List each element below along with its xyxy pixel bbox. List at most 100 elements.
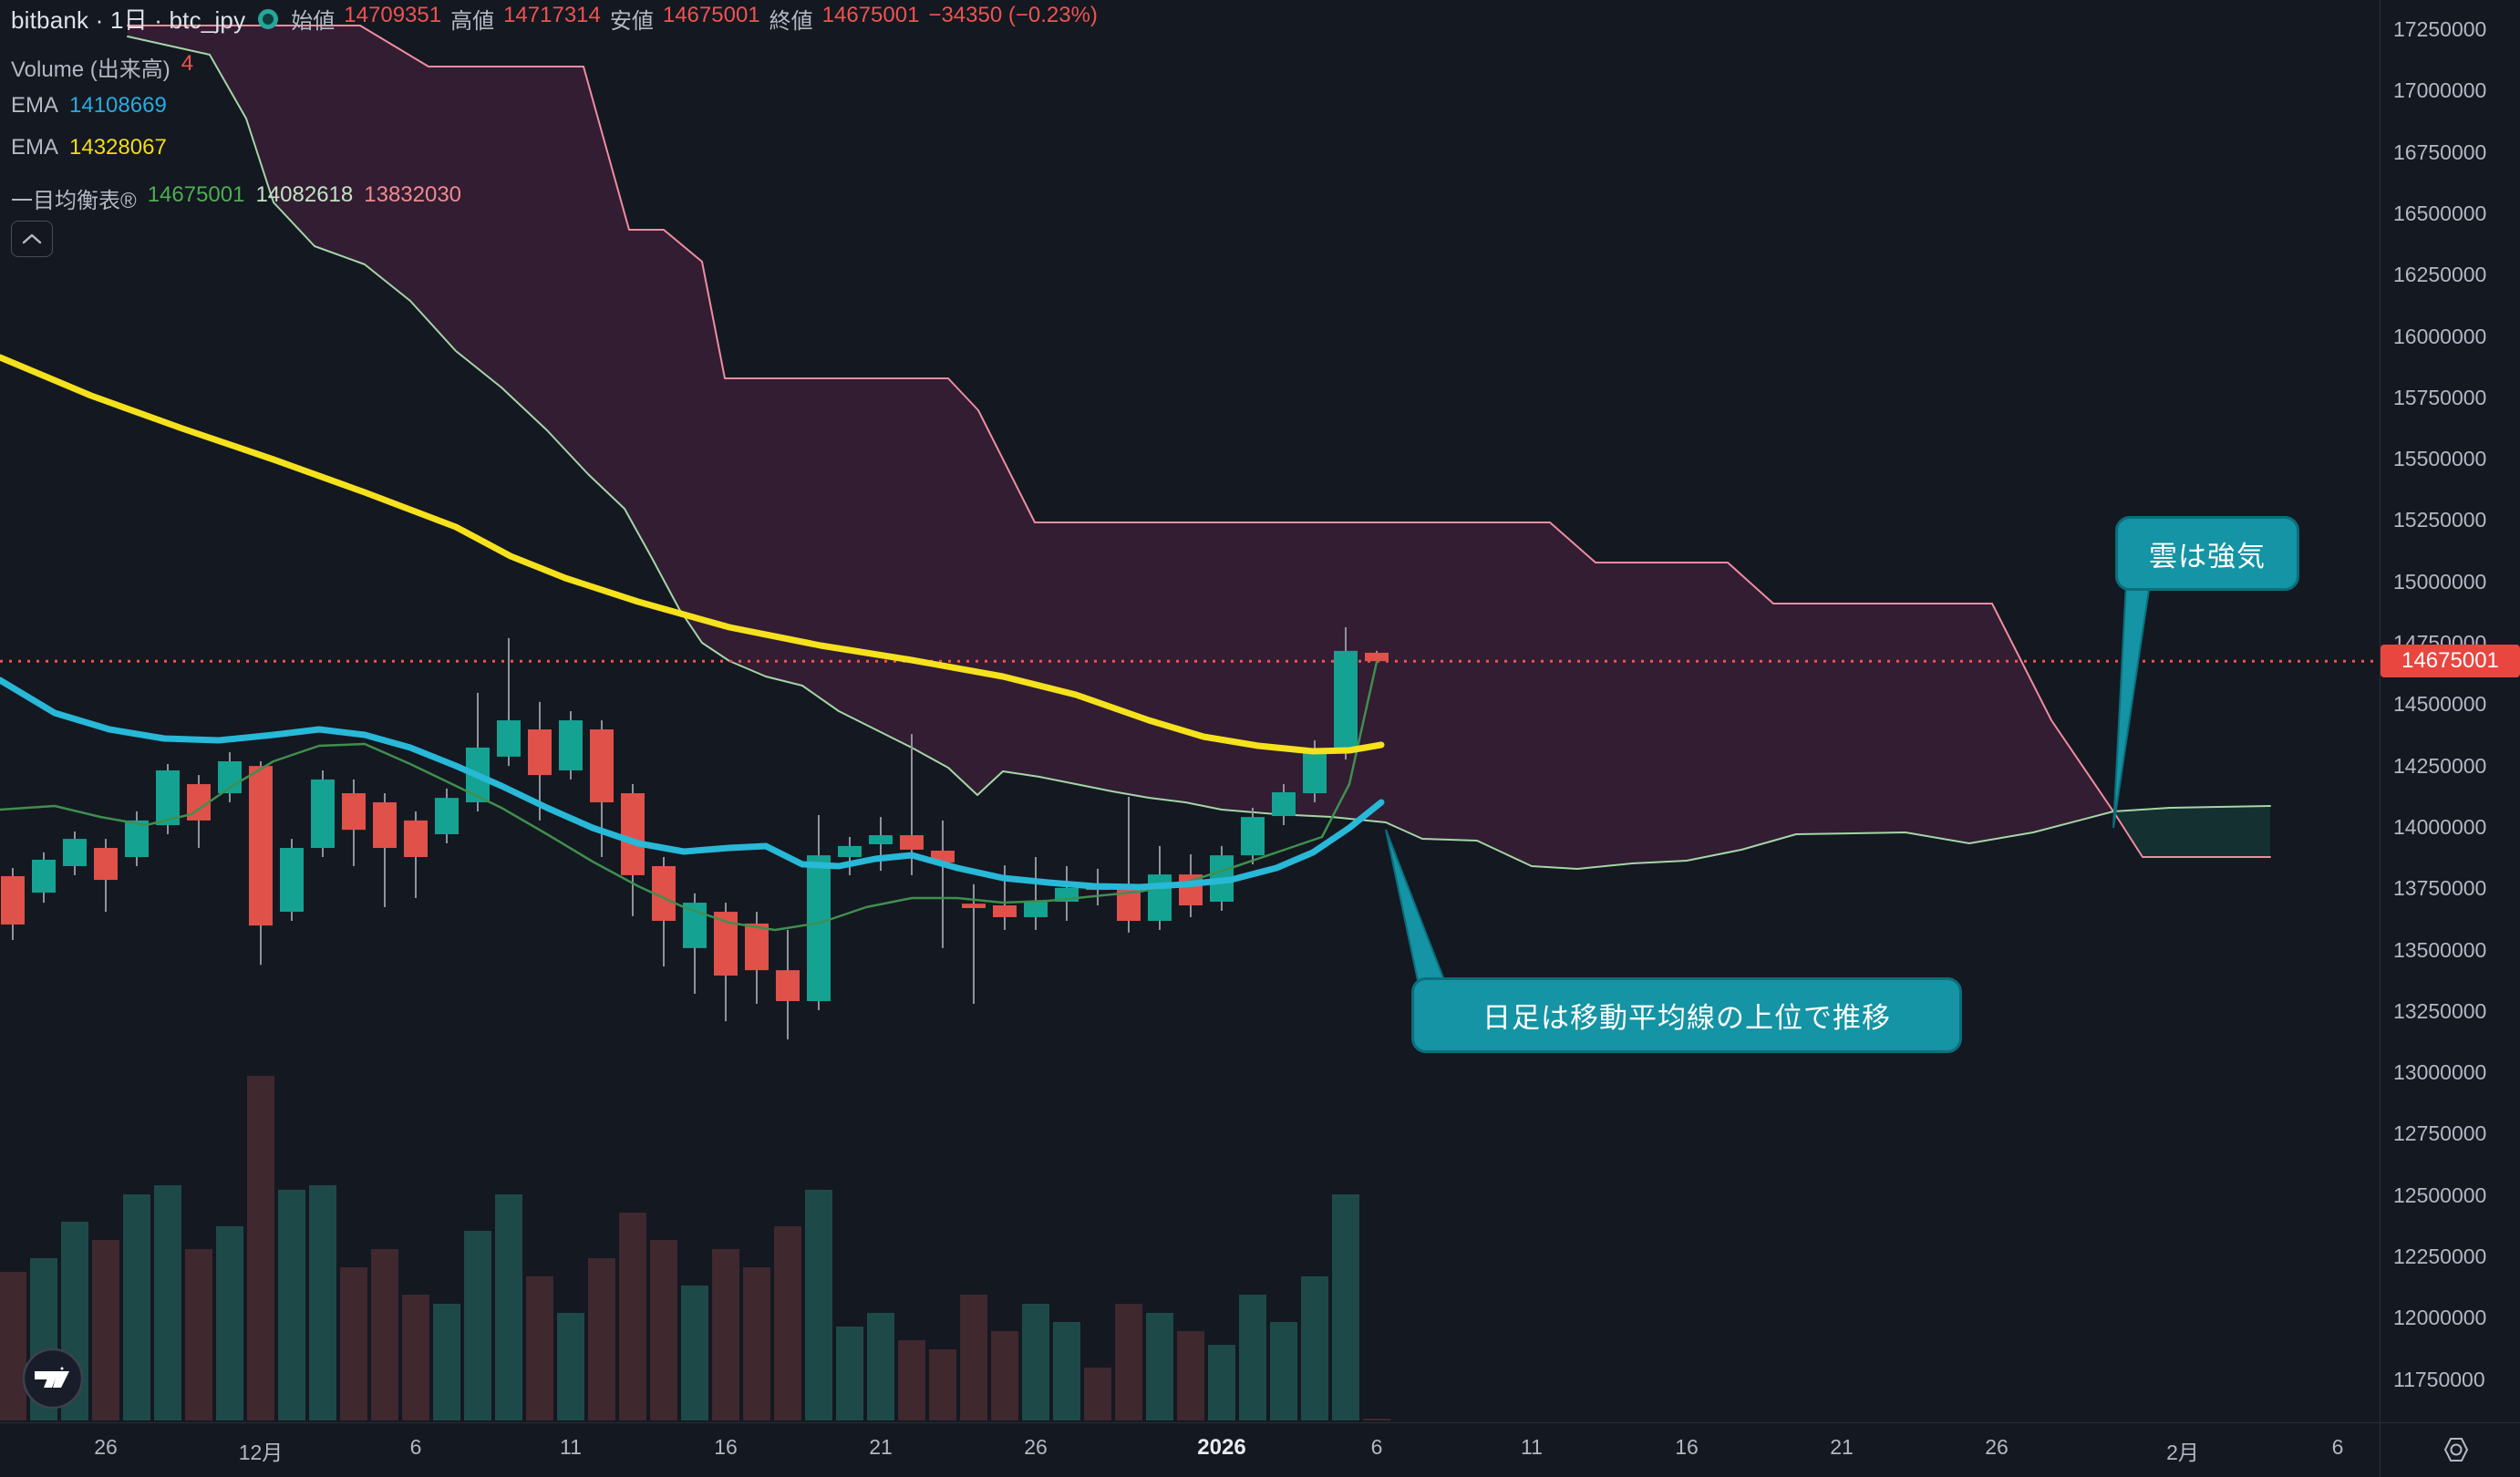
- axis-settings-icon[interactable]: [2436, 1431, 2476, 1468]
- volume-bar: [1270, 1322, 1297, 1420]
- volume-bar: [92, 1240, 119, 1420]
- volume-bar: [712, 1249, 739, 1420]
- candle-up: [32, 859, 56, 893]
- volume-bar: [774, 1226, 801, 1420]
- current-price-tag: 14675001: [2381, 645, 2520, 677]
- time-axis-label: 2026: [1197, 1435, 1246, 1460]
- tradingview-logo-icon: [22, 1348, 84, 1410]
- price-axis-label: 14500000: [2393, 692, 2487, 717]
- ema-slow-value: 14328067: [69, 135, 167, 160]
- volume-bar: [278, 1190, 305, 1420]
- time-axis-label: 21: [869, 1435, 893, 1459]
- volume-bar: [464, 1231, 491, 1420]
- tradingview-logo[interactable]: [22, 1348, 84, 1414]
- ohlc-item-value: 14675001: [821, 3, 920, 27]
- volume-bar: [216, 1226, 243, 1420]
- candle-up: [1241, 817, 1265, 856]
- legend-row-volume[interactable]: Volume (出来高) 4: [11, 51, 193, 83]
- price-axis-label: 16000000: [2393, 324, 2487, 348]
- ema-slow-label: EMA: [11, 135, 59, 160]
- time-axis-label: 11: [1521, 1435, 1543, 1459]
- price-axis-label: 12750000: [2393, 1121, 2487, 1146]
- candle-down: [900, 835, 924, 850]
- market-status-dot-icon[interactable]: [258, 8, 279, 29]
- price-axis-label: 15000000: [2393, 569, 2487, 594]
- ohlc-item-value: 14675001: [662, 3, 760, 27]
- price-axis[interactable]: 17250000 17000000 16750000 16500000 16250000…: [2380, 0, 2520, 1422]
- ichimoku-value: 13832030: [364, 182, 462, 207]
- candle-up: [1148, 874, 1172, 922]
- candle-down: [1, 876, 25, 925]
- volume-bar: [123, 1194, 150, 1420]
- candle-up: [1024, 902, 1048, 917]
- candle-up: [311, 779, 335, 849]
- price-axis-label: 16750000: [2393, 139, 2487, 164]
- candle-up: [280, 848, 304, 913]
- ohlc-item-label: 始値: [291, 9, 336, 34]
- candle-up: [807, 855, 831, 1002]
- time-axis-label: 6: [2331, 1435, 2344, 1459]
- price-axis-label: 13750000: [2393, 876, 2487, 901]
- ohlc-item-label: 高値: [450, 9, 495, 34]
- candle-down: [962, 904, 986, 909]
- ichimoku-label: 一目均衡表®: [11, 189, 137, 213]
- ohlc-item-label: 終値: [769, 9, 813, 34]
- volume-bar: [650, 1240, 677, 1420]
- volume-bar: [340, 1267, 367, 1420]
- candle-up: [125, 820, 149, 858]
- legend-collapse-button[interactable]: [11, 221, 53, 257]
- time-axis-label: 2月: [2166, 1441, 2199, 1464]
- annotation-cloud-bullish[interactable]: 雲は強気: [2115, 516, 2299, 591]
- legend-row-ema-fast[interactable]: EMA 14108669: [11, 93, 167, 119]
- volume-bar: [1146, 1313, 1173, 1420]
- time-axis-label: 21: [1830, 1435, 1854, 1459]
- price-axis-label: 11750000: [2393, 1367, 2485, 1391]
- candle-down: [590, 729, 614, 802]
- symbol-title[interactable]: bitbank · 1日 · btc_jpy: [11, 6, 246, 34]
- change-value: −34350 (−0.23%): [928, 3, 1098, 27]
- volume-bar: [526, 1276, 553, 1420]
- candle-down: [1117, 890, 1141, 922]
- price-axis-label: 14250000: [2393, 753, 2487, 778]
- volume-bar: [681, 1286, 708, 1420]
- candle-up: [869, 835, 893, 845]
- volume-bar: [1022, 1304, 1049, 1420]
- volume-bar: [371, 1249, 398, 1420]
- volume-bar: [805, 1190, 832, 1420]
- candle-up: [1272, 791, 1296, 817]
- candle-down: [94, 848, 118, 881]
- kumo-bear-fill: [128, 26, 2113, 869]
- time-axis-label: 26: [94, 1435, 118, 1459]
- ohlc-item-value: 14709351: [344, 3, 442, 27]
- volume-bar: [557, 1313, 584, 1420]
- price-axis-label: 12500000: [2393, 1183, 2487, 1207]
- candle-up: [435, 798, 459, 834]
- annotation-above-ma[interactable]: 日足は移動平均線の上位で推移: [1411, 977, 1962, 1053]
- volume-bar: [1084, 1368, 1111, 1420]
- candle-down: [404, 820, 428, 858]
- candle-down: [373, 801, 397, 849]
- volume-bar: [619, 1213, 646, 1420]
- volume-bar: [247, 1076, 274, 1420]
- volume-bar: [154, 1185, 181, 1420]
- price-axis-label: 16250000: [2393, 263, 2487, 287]
- price-axis-label: 15750000: [2393, 385, 2487, 409]
- volume-bar: [1115, 1304, 1142, 1420]
- candle-up: [63, 839, 87, 866]
- volume-bar: [402, 1295, 429, 1420]
- candle-up: [838, 845, 862, 858]
- time-axis-label: 11: [560, 1435, 582, 1459]
- ema-slow-yellow: [0, 354, 1385, 755]
- volume-value: 4: [181, 51, 194, 76]
- price-axis-label: 13500000: [2393, 937, 2487, 962]
- senkou-a-line: [127, 36, 2271, 870]
- ohlc-values: 始値 14709351 高値 14717314 安値 14675001 終値 14675001…: [291, 3, 1098, 35]
- ema-fast-blue: [0, 677, 1385, 891]
- legend-row-ema-slow[interactable]: EMA 14328067: [11, 135, 167, 160]
- ohlc-item-value: 14717314: [503, 3, 601, 27]
- time-axis-label: 16: [1675, 1435, 1699, 1459]
- time-axis[interactable]: 26 12月 6 11 16 21 26 2026 6 11 16 21 26 2月 6: [0, 1422, 2520, 1477]
- legend-row-ichimoku[interactable]: 一目均衡表® 14675001 14082618 13832030: [11, 182, 461, 214]
